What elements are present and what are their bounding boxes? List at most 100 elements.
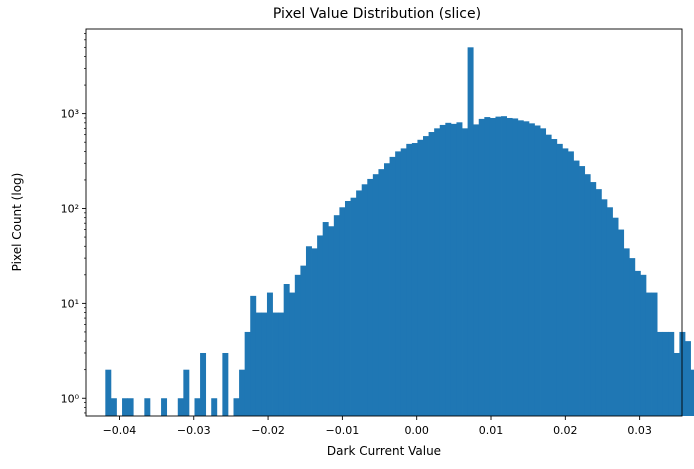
histogram-bar <box>439 124 446 416</box>
histogram-bar <box>350 197 357 416</box>
histogram-bar <box>579 166 586 416</box>
histogram-bar <box>556 143 563 416</box>
histogram-bar <box>417 139 424 417</box>
histogram-bar <box>540 128 547 416</box>
histogram-bar <box>523 121 530 416</box>
histogram-bar <box>690 369 694 416</box>
histogram-bar <box>222 352 229 416</box>
histogram-bar <box>333 215 340 416</box>
histogram-bar <box>445 122 452 416</box>
y-tick-label: 10³ <box>61 108 79 121</box>
plot-frame <box>85 28 683 417</box>
histogram-bar <box>411 143 418 416</box>
histogram-bar <box>584 174 591 416</box>
histogram-bar <box>623 248 630 416</box>
x-tick-label: −0.04 <box>103 424 137 437</box>
histogram-bar <box>651 292 658 416</box>
histogram-bar <box>634 270 641 416</box>
histogram-bar <box>372 174 379 416</box>
histogram-bar <box>645 292 652 416</box>
histogram-bar <box>551 139 558 416</box>
histogram-bar <box>317 235 324 416</box>
x-tick-label: 0.01 <box>479 424 504 437</box>
histogram-bar <box>595 189 602 416</box>
histogram-bar <box>255 312 262 416</box>
histogram-bar <box>512 118 519 416</box>
histogram-bar <box>517 120 524 416</box>
y-axis-label: Pixel Count (log) <box>10 173 24 272</box>
histogram-bar <box>239 369 246 416</box>
histogram-bar <box>668 331 675 416</box>
histogram-bar <box>484 117 491 416</box>
histogram-bar <box>244 331 251 416</box>
histogram-bar <box>211 398 218 416</box>
histogram-bar <box>261 312 268 416</box>
histogram-bar <box>278 312 285 416</box>
histogram-bar <box>266 292 273 416</box>
histogram-bar <box>573 160 580 416</box>
histogram-bar <box>462 128 468 416</box>
histogram-bar <box>384 163 390 416</box>
histogram-bar <box>684 341 691 416</box>
x-tick-label: 0.03 <box>627 424 652 437</box>
histogram-bar <box>294 274 301 416</box>
histogram-bar <box>144 398 151 416</box>
histogram-bar <box>272 312 279 416</box>
histogram-bar <box>629 258 636 416</box>
histogram-bar <box>122 398 129 416</box>
histogram-bar <box>612 217 619 416</box>
y-axis-ticks: 10⁰ 10¹ 10² 10³ <box>61 33 86 414</box>
histogram-bar <box>657 331 664 416</box>
histogram-bar <box>640 274 647 416</box>
x-tick-label: 0.02 <box>553 424 578 437</box>
histogram-bar <box>506 117 513 416</box>
histogram-bar <box>194 398 201 416</box>
histogram-bar <box>534 125 541 417</box>
histogram-bar <box>473 124 480 417</box>
histogram-bar <box>662 331 669 416</box>
histogram-bar <box>311 248 318 416</box>
histogram-bar <box>105 369 112 416</box>
histogram-bar <box>528 123 535 416</box>
x-axis-label: Dark Current Value <box>327 444 441 458</box>
histogram-bar <box>450 123 457 417</box>
histogram-bar <box>562 148 569 416</box>
histogram-bar <box>200 352 207 416</box>
histogram-bar <box>618 229 625 416</box>
histogram-bar <box>183 369 190 416</box>
histogram-bar <box>406 143 413 416</box>
y-tick-label: 10¹ <box>61 297 79 310</box>
y-tick-label: 10⁰ <box>61 392 80 405</box>
histogram-bar <box>233 398 240 416</box>
histogram-bar <box>344 200 351 416</box>
histogram-bar <box>300 265 307 416</box>
histogram-bar <box>339 207 346 416</box>
histogram-bar <box>367 178 374 416</box>
histogram-bar <box>389 156 396 416</box>
histogram-bar <box>322 222 329 416</box>
x-tick-label: 0.00 <box>404 424 429 437</box>
histogram-bar <box>283 284 290 416</box>
histogram-bar <box>328 226 335 416</box>
histogram-bar <box>423 136 429 416</box>
histogram-bar <box>545 134 552 416</box>
histogram-bar <box>361 184 368 416</box>
histogram-bar <box>250 295 257 416</box>
histogram-bar <box>567 151 574 416</box>
histogram-bar <box>434 128 441 416</box>
histogram-bar <box>395 151 402 416</box>
histogram-bar <box>590 182 597 416</box>
histogram-bar <box>378 169 385 416</box>
histogram-bar <box>289 292 296 416</box>
histogram-bar <box>456 122 463 416</box>
histogram-bar <box>601 199 608 416</box>
histogram-bar <box>400 148 407 416</box>
x-tick-label: −0.03 <box>177 424 211 437</box>
histogram-bar <box>110 398 117 416</box>
histogram-bar <box>673 352 680 416</box>
histogram-bar <box>478 118 485 417</box>
x-axis-ticks: −0.04 −0.03 −0.02 −0.01 0.00 0.01 0.02 0.03 <box>103 416 652 437</box>
histogram-bar <box>501 116 508 417</box>
x-tick-label: −0.02 <box>251 424 285 437</box>
